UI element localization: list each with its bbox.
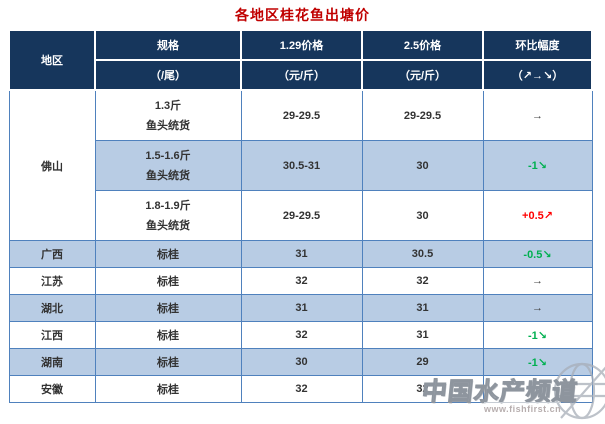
spec-cell: 标桂 xyxy=(94,267,242,295)
change-cell: -0.5↘ xyxy=(482,240,593,268)
header-region: 地区 xyxy=(8,29,96,91)
change-cell: -1↘ xyxy=(482,321,593,349)
spec-cell: 1.8-1.9斤 鱼头统货 xyxy=(94,190,242,241)
watermark-url: www.fishfirst.cn xyxy=(484,402,562,414)
spec-cell: 标桂 xyxy=(94,348,242,376)
price129-cell: 32 xyxy=(240,321,363,349)
region-cell: 湖南 xyxy=(8,348,96,376)
spec-cell: 1.5-1.6斤 鱼头统货 xyxy=(94,140,242,191)
price129-cell: 31 xyxy=(240,294,363,322)
spec-cell: 标桂 xyxy=(94,294,242,322)
region-cell: 湖北 xyxy=(8,294,96,322)
spec-line1: 1.8-1.9斤 xyxy=(145,199,191,212)
price129-cell: 32 xyxy=(240,267,363,295)
header-change-title: 环比幅度 xyxy=(482,29,593,61)
price129-cell: 30.5-31 xyxy=(240,140,363,191)
header-row-2: （/尾） （元/斤） （元/斤） （↗→↘） xyxy=(9,59,593,91)
header-change-unit: （↗→↘） xyxy=(482,59,593,91)
fish-price-table: 地区 规格 1.29价格 2.5价格 环比幅度 （/尾） （元/斤） （元/斤）… xyxy=(8,29,593,403)
spec-cell: 标桂 xyxy=(94,375,242,403)
header-price25-unit: （元/斤） xyxy=(361,59,484,91)
change-cell xyxy=(482,375,593,403)
change-cell: → xyxy=(482,294,593,322)
header-row-1: 地区 规格 1.29价格 2.5价格 环比幅度 xyxy=(8,29,593,91)
header-price129-title: 1.29价格 xyxy=(240,29,363,61)
region-cell: 安徽 xyxy=(8,375,96,403)
table-row-foshan-3: 1.8-1.9斤 鱼头统货 29-29.5 30 +0.5↗ xyxy=(9,190,593,241)
spec-line1: 1.3斤 xyxy=(154,99,182,112)
change-cell: → xyxy=(482,267,593,295)
price25-cell: 31 xyxy=(361,294,484,322)
price25-cell: 30 xyxy=(361,140,484,191)
table-row-jiangxi: 江西 标桂 32 31 -1↘ xyxy=(8,321,593,349)
price129-cell: 29-29.5 xyxy=(240,190,363,241)
spec-line2: 鱼头统货 xyxy=(146,119,190,132)
change-cell: -1↘ xyxy=(482,140,593,191)
change-cell: +0.5↗ xyxy=(482,190,593,241)
region-cell-foshan: 佛山 xyxy=(8,89,96,241)
table-row-foshan-2: 1.5-1.6斤 鱼头统货 30.5-31 30 -1↘ xyxy=(9,140,593,191)
table-row-hubei: 湖北 标桂 31 31 → xyxy=(8,294,593,322)
table-row-jiangsu: 江苏 标桂 32 32 → xyxy=(8,267,593,295)
page-title: 各地区桂花鱼出塘价 xyxy=(235,7,370,23)
price25-cell: 30 xyxy=(361,190,484,241)
spec-line2: 鱼头统货 xyxy=(146,169,190,182)
price25-cell: 29-29.5 xyxy=(361,89,484,141)
header-price129-unit: （元/斤） xyxy=(240,59,363,91)
change-cell: → xyxy=(482,89,593,141)
header-spec-unit: （/尾） xyxy=(94,59,242,91)
spec-line2: 鱼头统货 xyxy=(146,219,190,232)
price25-cell: 32 xyxy=(361,375,484,403)
price129-cell: 29-29.5 xyxy=(240,89,363,141)
spec-line1: 1.5-1.6斤 xyxy=(145,149,191,162)
region-cell: 江西 xyxy=(8,321,96,349)
spec-cell: 标桂 xyxy=(94,321,242,349)
price129-cell: 32 xyxy=(240,375,363,403)
spec-cell: 1.3斤 鱼头统货 xyxy=(94,89,242,141)
price129-cell: 31 xyxy=(240,240,363,268)
spec-cell: 标桂 xyxy=(94,240,242,268)
table-row-anhui: 安徽 标桂 32 32 xyxy=(8,375,593,403)
price25-cell: 29 xyxy=(361,348,484,376)
price25-cell: 32 xyxy=(361,267,484,295)
header-price25-title: 2.5价格 xyxy=(361,29,484,61)
header-spec-title: 规格 xyxy=(94,29,242,61)
price129-cell: 30 xyxy=(240,348,363,376)
change-cell: -1↘ xyxy=(482,348,593,376)
price25-cell: 30.5 xyxy=(361,240,484,268)
region-cell: 江苏 xyxy=(8,267,96,295)
table-row-guangxi: 广西 标桂 31 30.5 -0.5↘ xyxy=(8,240,593,268)
region-cell: 广西 xyxy=(8,240,96,268)
price25-cell: 31 xyxy=(361,321,484,349)
table-row-foshan-1: 佛山 1.3斤 鱼头统货 29-29.5 29-29.5 → xyxy=(8,89,593,241)
table-row-hunan: 湖南 标桂 30 29 -1↘ xyxy=(8,348,593,376)
